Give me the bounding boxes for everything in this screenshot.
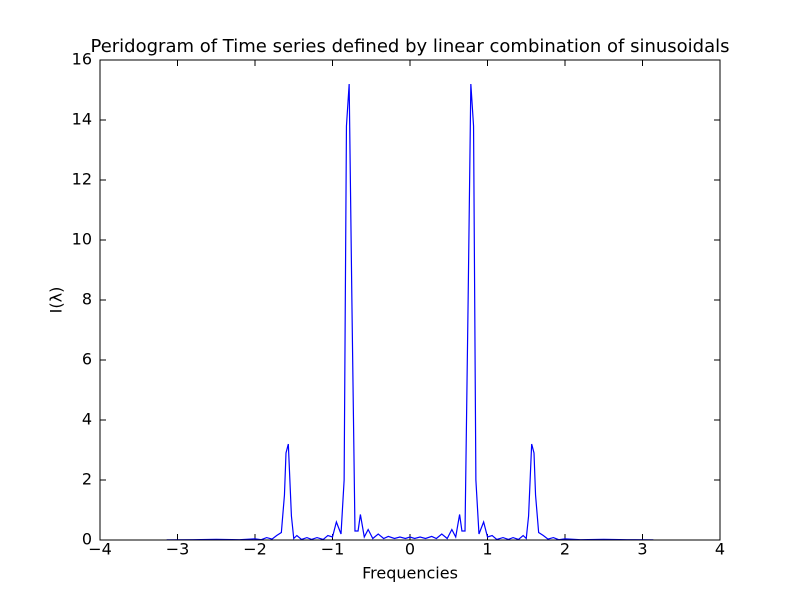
x-tick-label: −4 (88, 540, 112, 559)
x-tick-label: 3 (637, 540, 647, 559)
x-tick-label: 4 (715, 540, 725, 559)
y-tick-label: 4 (82, 410, 92, 429)
x-tick-label: −2 (243, 540, 267, 559)
y-tick-label: 6 (82, 350, 92, 369)
x-tick-label: 2 (560, 540, 570, 559)
x-tick-label: 0 (405, 540, 415, 559)
y-tick-label: 10 (72, 230, 92, 249)
y-axis-label: I(λ) (47, 287, 66, 314)
x-axis-label: Frequencies (362, 564, 458, 583)
series-line (166, 83, 654, 541)
y-tick-label: 16 (72, 50, 92, 69)
y-tick-label: 14 (72, 110, 92, 129)
chart-title: Peridogram of Time series defined by lin… (90, 36, 729, 57)
y-tick-label: 2 (82, 470, 92, 489)
y-tick-label: 0 (82, 530, 92, 549)
x-tick-label: 1 (482, 540, 492, 559)
y-tick-label: 12 (72, 170, 92, 189)
x-tick-label: −1 (321, 540, 345, 559)
x-tick-label: −3 (166, 540, 190, 559)
y-tick-label: 8 (82, 290, 92, 309)
plot-frame (99, 59, 721, 541)
